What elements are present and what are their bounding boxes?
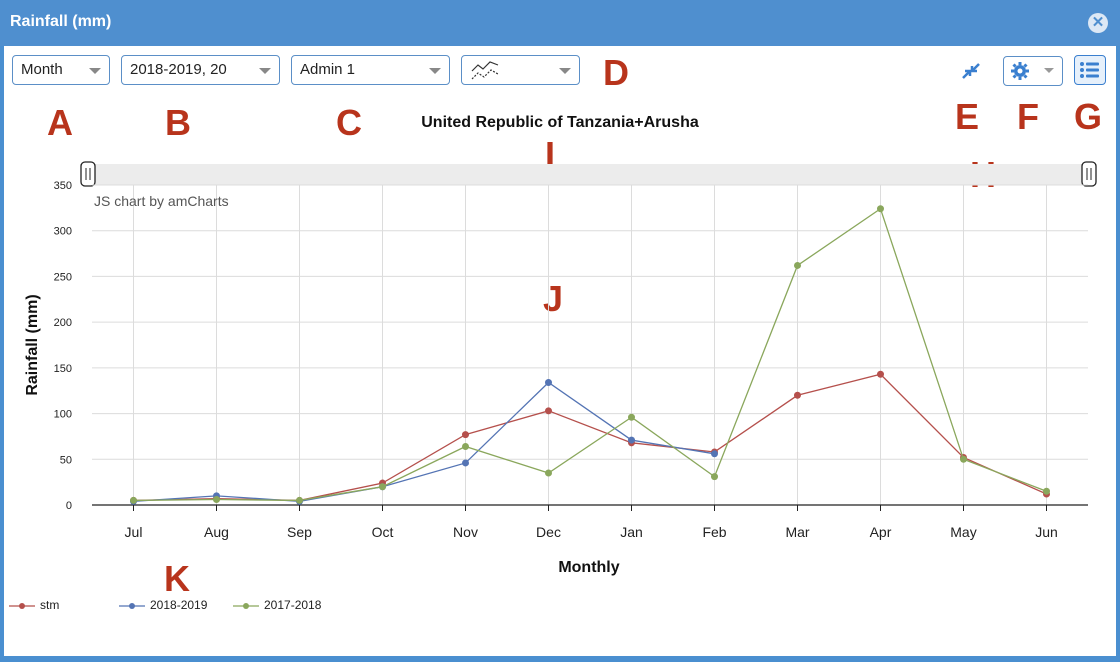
annotation-i: I [545,134,556,175]
window-titlebar: Rainfall (mm) ✕ [0,0,1120,46]
close-icon[interactable]: ✕ [1088,13,1108,33]
window-title: Rainfall (mm) [10,13,112,30]
legend-label: 2017-2018 [264,598,322,612]
chevron-down-icon [429,68,441,74]
annotation-d: D [603,52,629,93]
period-select-value: Month [21,61,63,78]
legend-swatch [9,602,35,609]
legend-item[interactable]: stm [8,598,59,612]
legend-swatch [119,602,145,609]
chart-title: United Republic of Tanzania+Arusha [421,114,699,131]
legend-item[interactable]: 2018-2019 [118,598,207,612]
list-icon [1080,62,1099,78]
period-select[interactable]: Month [12,55,110,85]
legend-swatch [233,602,259,609]
chevron-down-icon [259,68,271,74]
annotation-g: G [1074,96,1103,137]
annotation-h: H [970,154,996,195]
annotation-e: E [955,96,980,137]
legend-label: stm [40,598,60,612]
legend-label: 2018-2019 [150,598,208,612]
annotation-f: F [1017,96,1039,137]
season-select[interactable]: 2018-2019, 20 [121,55,280,85]
legend-item[interactable]: 2017-2018 [232,598,321,612]
chevron-down-icon [89,68,101,74]
gear-icon [1011,62,1029,80]
annotation-a: A [47,102,73,143]
line-chart-icon [471,61,499,80]
annotation-c: C [336,102,362,143]
annotation-b: B [165,102,191,143]
settings-dropdown-button[interactable] [1003,56,1063,86]
annotation-j: J [543,278,564,319]
collapse-icon[interactable] [961,62,981,80]
admin-select[interactable]: Admin 1 [291,55,450,85]
annotation-k: K [164,558,190,599]
chevron-down-icon [559,68,571,74]
chart-type-select[interactable] [461,55,580,85]
admin-select-value: Admin 1 [300,61,356,78]
season-select-value: 2018-2019, 20 [130,61,227,78]
list-view-button[interactable] [1074,55,1106,85]
chevron-down-icon [1044,68,1054,73]
